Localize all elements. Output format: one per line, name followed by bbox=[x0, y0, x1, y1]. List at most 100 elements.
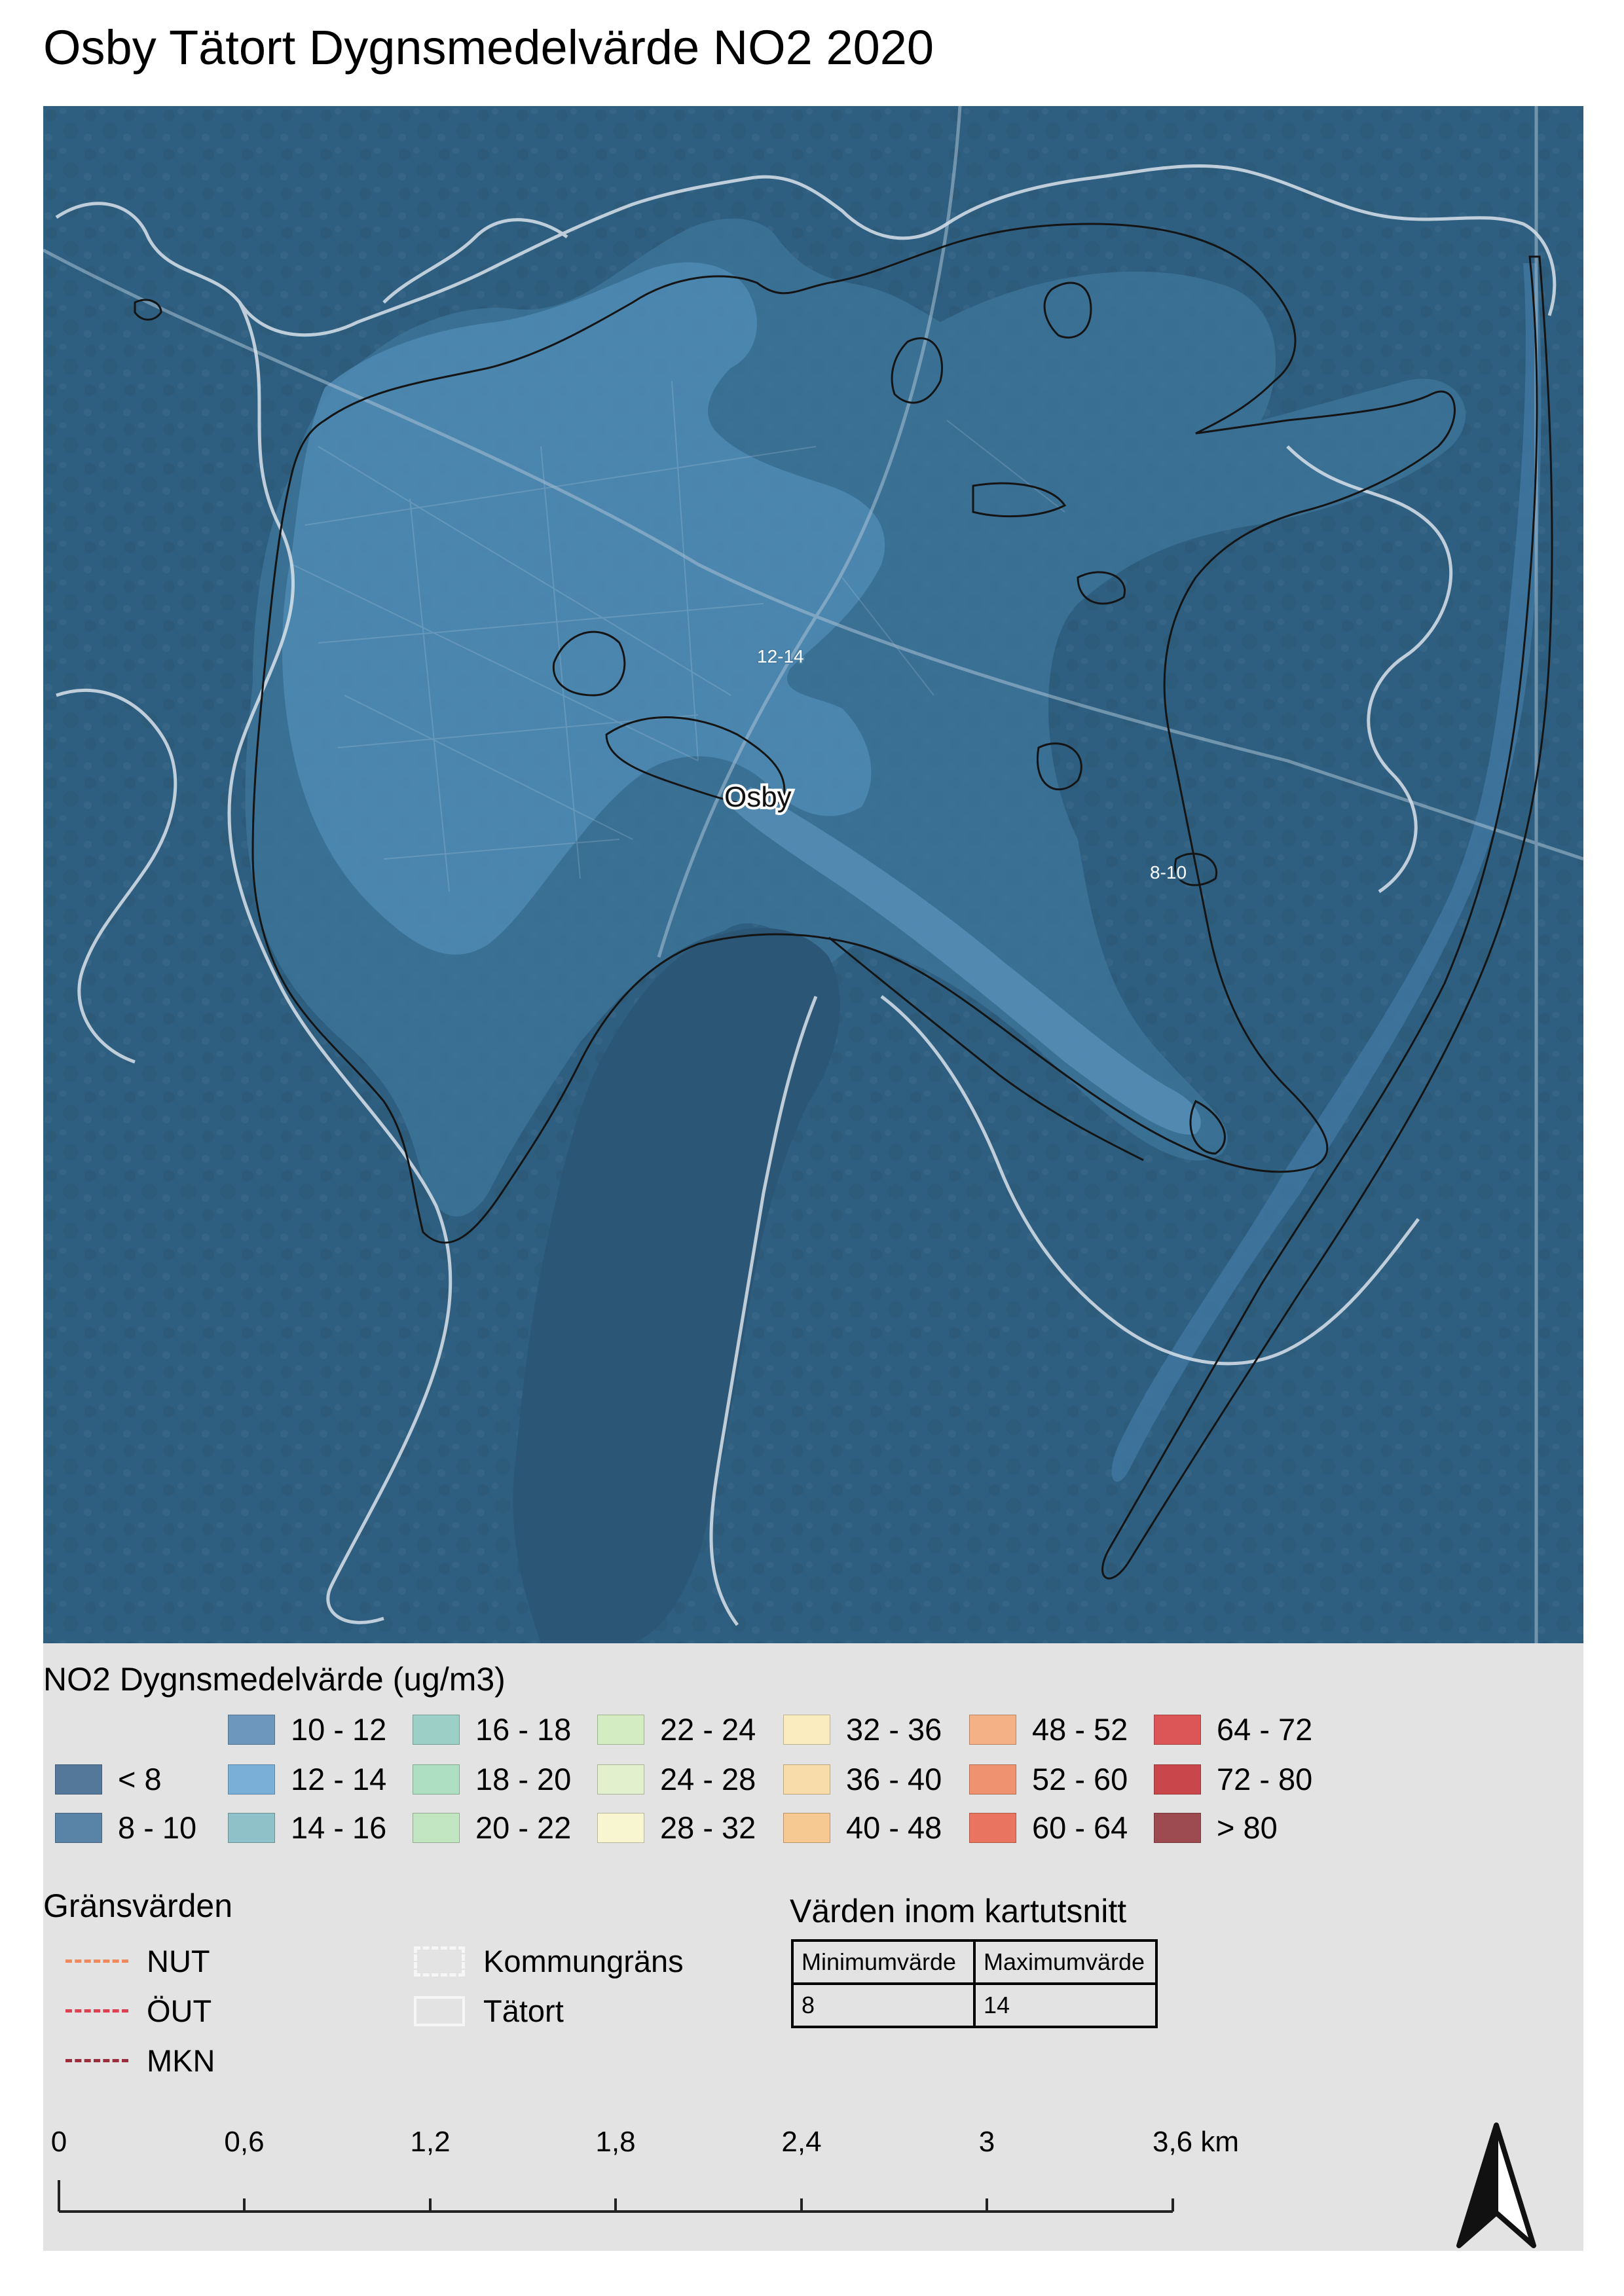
legend-class-label: 12 - 14 bbox=[291, 1762, 387, 1796]
legend-class-label: 18 - 20 bbox=[475, 1762, 572, 1796]
legend-class-label: 40 - 48 bbox=[846, 1810, 942, 1845]
legend-swatch bbox=[783, 1714, 830, 1745]
scale-tick-label: 1,2 bbox=[410, 2126, 451, 2158]
legend-class: 22 - 24 bbox=[597, 1711, 756, 1747]
legend-swatch bbox=[597, 1812, 644, 1843]
scale-tick-label: 2,4 bbox=[781, 2126, 822, 2158]
legend-class-label: 36 - 40 bbox=[846, 1762, 942, 1796]
legend-class: 16 - 18 bbox=[413, 1711, 571, 1747]
band-12-14-area bbox=[282, 262, 885, 955]
limits-title: Gränsvärden bbox=[43, 1887, 233, 1924]
legend-class: 40 - 48 bbox=[783, 1810, 942, 1846]
legend-class: 18 - 20 bbox=[413, 1761, 571, 1797]
legend-swatch bbox=[597, 1714, 644, 1745]
legend-class: 52 - 60 bbox=[969, 1761, 1128, 1797]
scale-tick-label: 0 bbox=[50, 2126, 67, 2158]
map-frame[interactable]: Osby 12-14 8-10 bbox=[43, 106, 1583, 1643]
limit-item: MKN bbox=[65, 2043, 215, 2079]
limit-label: NUT bbox=[147, 1944, 210, 1978]
legend-class-label: 24 - 28 bbox=[660, 1762, 756, 1796]
legend-class-label: 64 - 72 bbox=[1217, 1712, 1313, 1747]
limit-label: ÖUT bbox=[147, 1994, 212, 2028]
legend-swatch bbox=[55, 1812, 102, 1843]
legend-class-label: 52 - 60 bbox=[1032, 1762, 1128, 1796]
tatort-label: Tätort bbox=[483, 1994, 564, 2028]
label-osby: Osby bbox=[724, 781, 792, 813]
legend-panel: NO2 Dygnsmedelvärde (ug/m3) < 8 8 - 10 1… bbox=[43, 1643, 1583, 2251]
legend-class: 36 - 40 bbox=[783, 1761, 942, 1797]
scale-bar bbox=[58, 2180, 1174, 2213]
legend-swatch bbox=[55, 1764, 102, 1795]
legend-class-label: 48 - 52 bbox=[1032, 1712, 1128, 1747]
legend-class: 64 - 72 bbox=[1154, 1711, 1312, 1747]
legend-swatch bbox=[597, 1764, 644, 1795]
scale-tick-label: 1,8 bbox=[595, 2126, 636, 2158]
legend-class: 72 - 80 bbox=[1154, 1761, 1312, 1797]
legend-class: 8 - 10 bbox=[55, 1810, 196, 1846]
legend-swatch bbox=[413, 1714, 460, 1745]
limit-dash bbox=[65, 1959, 128, 1963]
kommungrans-item: Kommungräns bbox=[414, 1943, 684, 1979]
legend-class: 60 - 64 bbox=[969, 1810, 1128, 1846]
legend-class-label: < 8 bbox=[118, 1762, 162, 1796]
kommungrans-label: Kommungräns bbox=[483, 1944, 684, 1978]
legend-title: NO2 Dygnsmedelvärde (ug/m3) bbox=[43, 1661, 506, 1698]
legend-class-label: 28 - 32 bbox=[660, 1810, 756, 1845]
legend-swatch bbox=[228, 1812, 275, 1843]
legend-class-label: 72 - 80 bbox=[1217, 1762, 1313, 1796]
legend-class-label: 60 - 64 bbox=[1032, 1810, 1128, 1845]
map-title: Osby Tätort Dygnsmedelvärde NO2 2020 bbox=[43, 20, 934, 75]
scale-tick-label: 3,6 km bbox=[1152, 2126, 1240, 2158]
legend-swatch bbox=[969, 1764, 1016, 1795]
scale-tick-label: 3 bbox=[978, 2126, 995, 2158]
max-header: Maximumvärde bbox=[973, 1939, 1158, 1985]
legend-swatch bbox=[228, 1714, 275, 1745]
no2-map: Osby 12-14 8-10 bbox=[43, 106, 1583, 1643]
legend-swatch bbox=[228, 1764, 275, 1795]
min-value: 8 bbox=[791, 1982, 976, 2028]
legend-class: 32 - 36 bbox=[783, 1711, 942, 1747]
lake-osbysjon bbox=[513, 928, 840, 1643]
legend-class: > 80 bbox=[1154, 1810, 1278, 1846]
legend-swatch bbox=[783, 1812, 830, 1843]
legend-class-label: 20 - 22 bbox=[475, 1810, 572, 1845]
legend-class: 48 - 52 bbox=[969, 1711, 1128, 1747]
legend-class-label: > 80 bbox=[1217, 1810, 1278, 1845]
legend-swatch bbox=[413, 1764, 460, 1795]
legend-class: 14 - 16 bbox=[228, 1810, 386, 1846]
limit-item: ÖUT bbox=[65, 1993, 212, 2029]
legend-class-label: 10 - 12 bbox=[291, 1712, 387, 1747]
limit-label: MKN bbox=[147, 2043, 215, 2078]
limit-dash bbox=[65, 2009, 128, 2013]
tatort-item: Tätort bbox=[414, 1993, 564, 2029]
legend-class-label: 22 - 24 bbox=[660, 1712, 756, 1747]
kommungrans-symbol bbox=[414, 1946, 465, 1977]
legend-swatch bbox=[1154, 1764, 1201, 1795]
legend-class-label: 32 - 36 bbox=[846, 1712, 942, 1747]
road-corridor-band bbox=[731, 787, 1201, 1135]
legend-class-label: 14 - 16 bbox=[291, 1810, 387, 1845]
legend-swatch bbox=[1154, 1812, 1201, 1843]
limit-item: NUT bbox=[65, 1943, 210, 1979]
legend-swatch bbox=[783, 1764, 830, 1795]
legend-class: 28 - 32 bbox=[597, 1810, 756, 1846]
legend-class-label: 16 - 18 bbox=[475, 1712, 572, 1747]
values-table: Minimumvärde Maximumvärde 8 14 bbox=[791, 1939, 1158, 2028]
legend-class: 24 - 28 bbox=[597, 1761, 756, 1797]
legend-swatch bbox=[969, 1812, 1016, 1843]
zone-outlines bbox=[134, 223, 1553, 1580]
legend-class: 10 - 12 bbox=[228, 1711, 386, 1747]
legend-class: 12 - 14 bbox=[228, 1761, 386, 1797]
max-value: 14 bbox=[973, 1982, 1158, 2028]
legend-class: < 8 bbox=[55, 1761, 162, 1797]
north-arrow-icon bbox=[1456, 2123, 1536, 2248]
label-zone-8-10: 8-10 bbox=[1150, 862, 1187, 883]
min-header: Minimumvärde bbox=[791, 1939, 976, 1985]
legend-class: 20 - 22 bbox=[413, 1810, 571, 1846]
tatort-symbol bbox=[414, 1995, 465, 2026]
legend-swatch bbox=[413, 1812, 460, 1843]
legend-swatch bbox=[969, 1714, 1016, 1745]
tatort-outlines bbox=[55, 164, 1557, 1626]
legend-class-label: 8 - 10 bbox=[118, 1810, 197, 1845]
limit-dash bbox=[65, 2059, 128, 2062]
